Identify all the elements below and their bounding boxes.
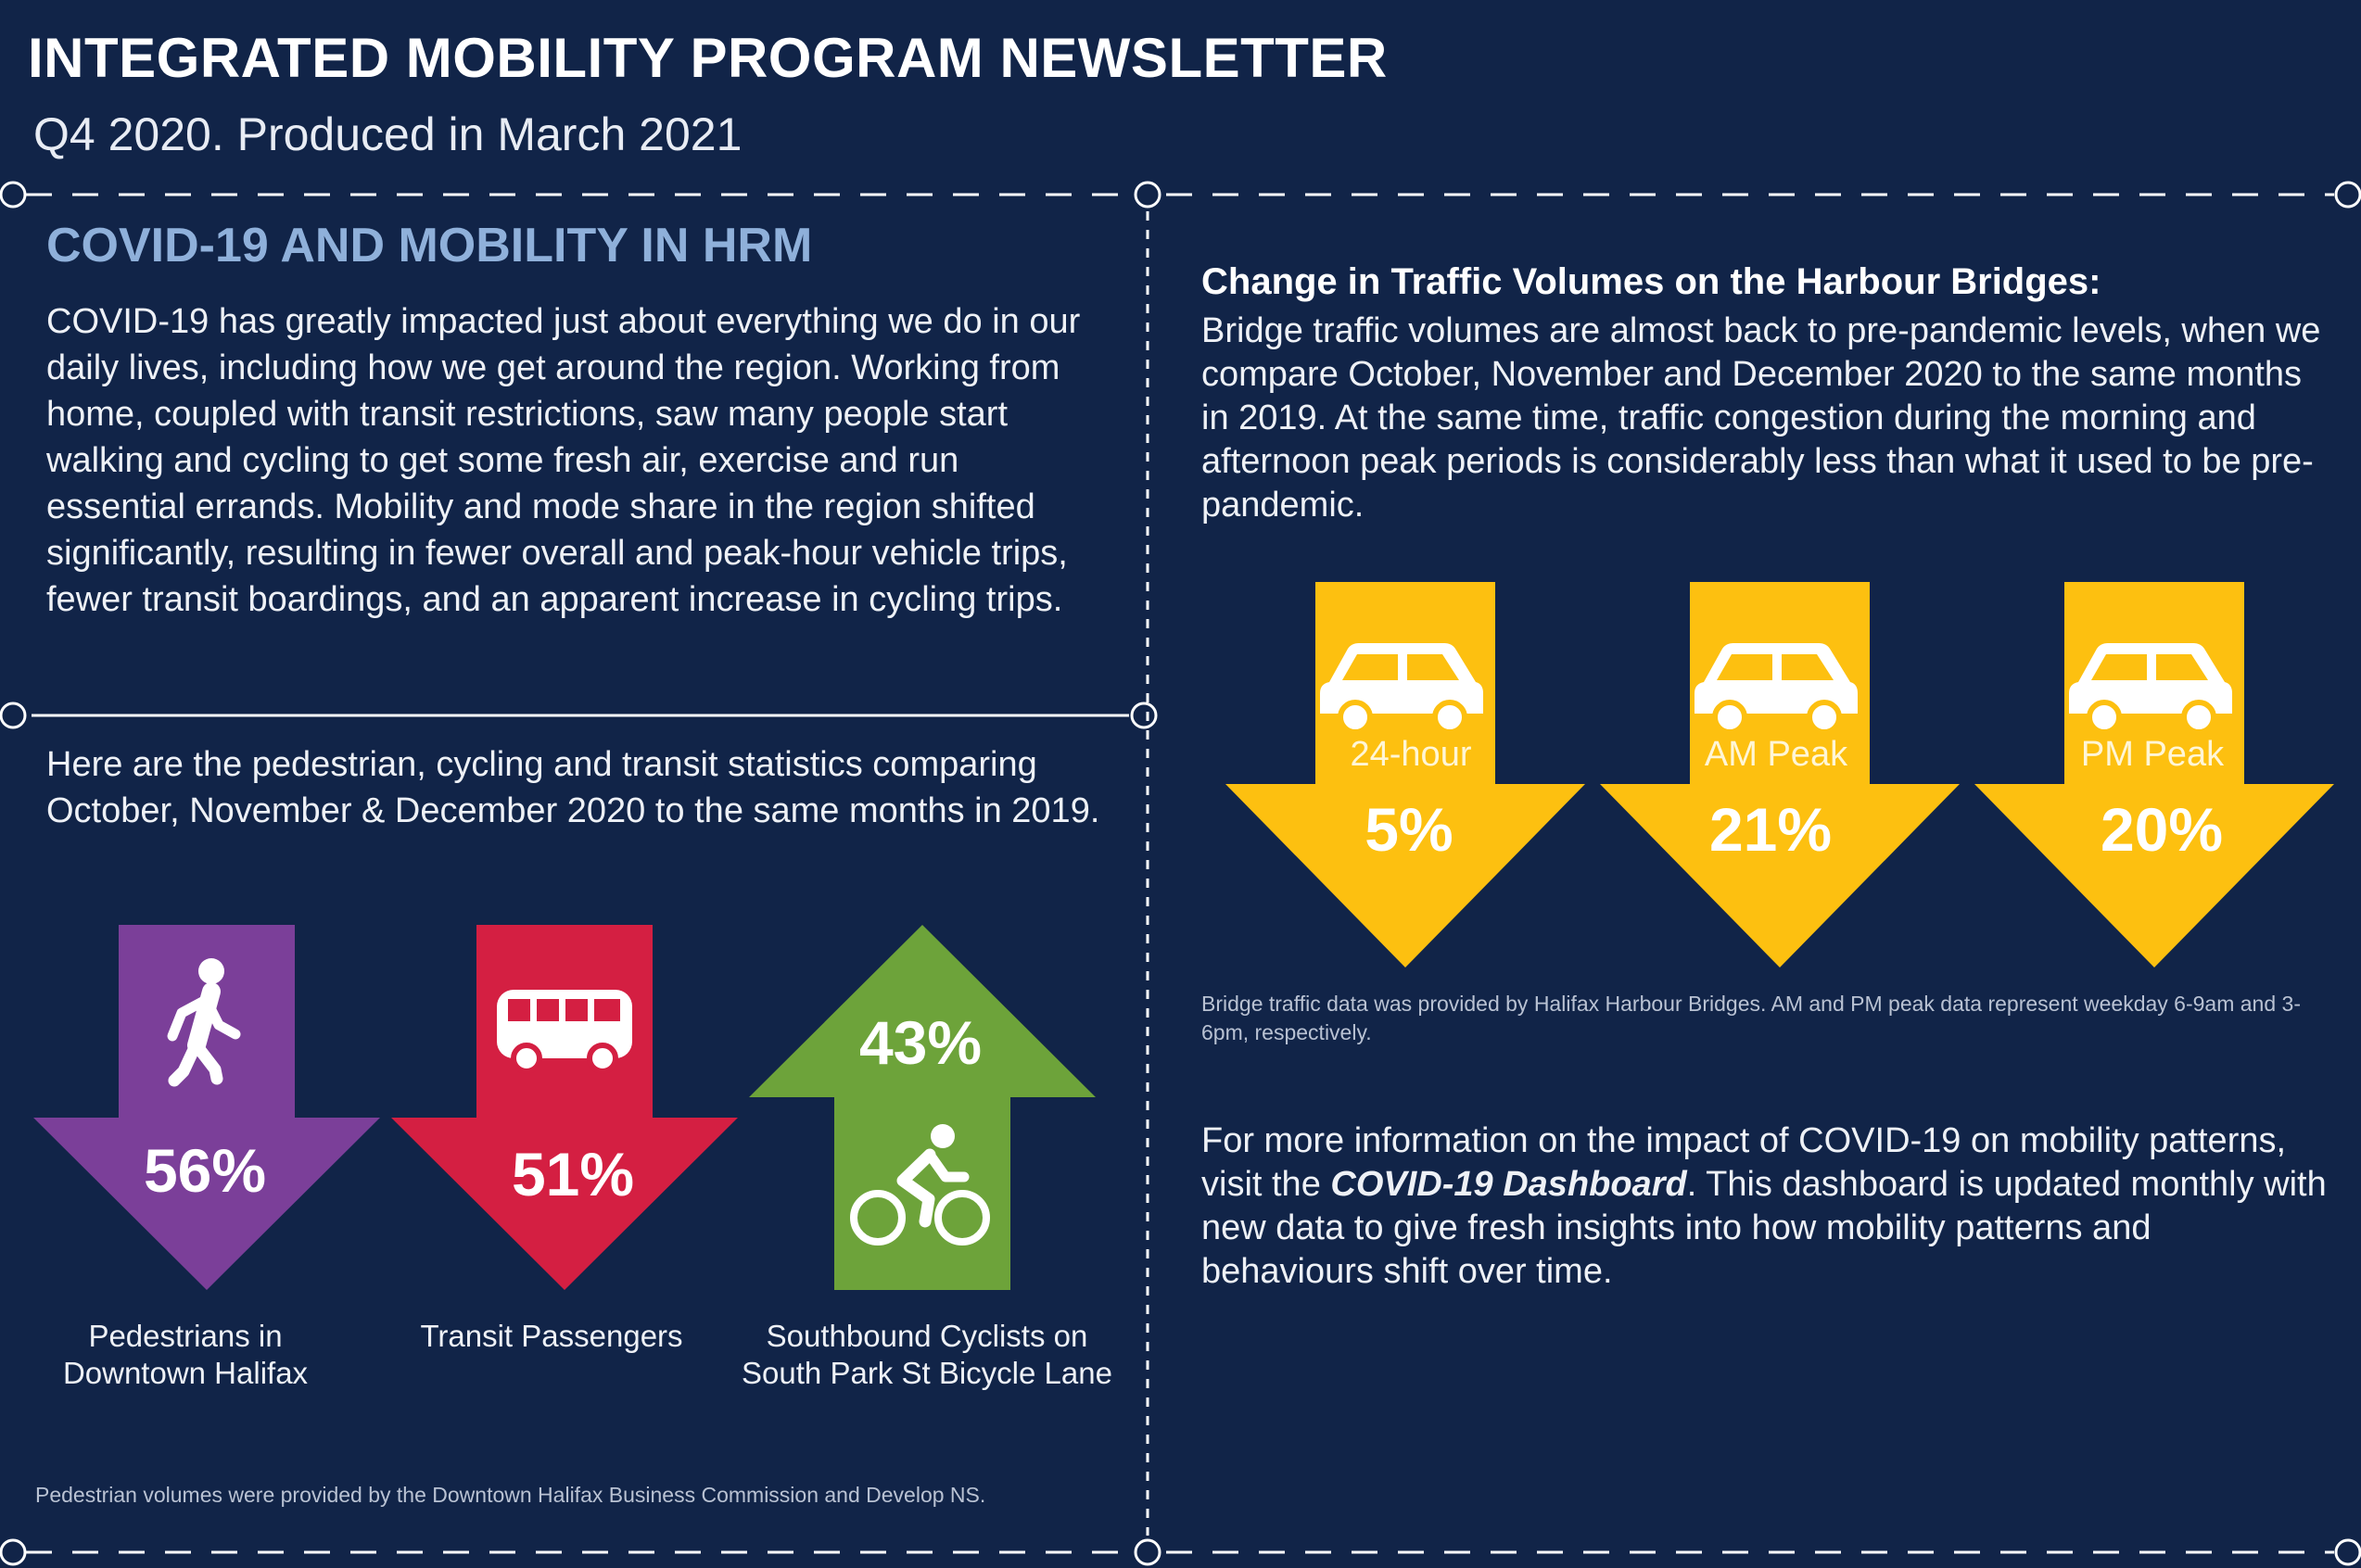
more-info-after: . This dashboard is updated monthly with… [1201,1165,2327,1291]
covid-heading: COVID-19 AND MOBILITY IN HRM [46,219,813,272]
cyclist-stat-value: 43% [859,1008,982,1077]
newsletter-title: INTEGRATED MOBILITY PROGRAM NEWSLETTER [28,27,1388,89]
transit-stat-arrow: 51% [391,925,738,1290]
cyclist-stat-label: Southbound Cyclists on South Park St Bic… [742,1319,1112,1390]
bridge-pm-peak-value: 20% [2101,795,2223,864]
car-icon [1320,643,1483,735]
car-icon [2069,643,2232,735]
bridge-body-text: Bridge traffic volumes are almost back t… [1201,311,2321,525]
covid-body-text: COVID-19 has greatly impacted just about… [46,302,1081,619]
bridge-am-peak-arrow: AM Peak 21% [1600,582,1960,967]
bridge-am-peak-period: AM Peak [1705,735,1848,774]
pedestrian-icon [167,958,241,1087]
bridge-pm-peak-arrow: PM Peak 20% [1974,582,2334,967]
bridge-24hour-value: 5% [1365,795,1453,864]
pedestrian-data-note: Pedestrian volumes were provided by the … [35,1483,986,1507]
more-info-text: For more information on the impact of CO… [1201,1119,2332,1294]
bridge-pm-peak-period: PM Peak [2081,735,2225,774]
bus-icon [497,990,632,1074]
bridge-24hour-period: 24-hour [1351,735,1472,774]
bridge-heading: Change in Traffic Volumes on the Harbour… [1201,261,2101,302]
bridge-data-note: Bridge traffic data was provided by Hali… [1201,992,2301,1044]
pedestrian-stat-arrow: 56% [33,925,380,1290]
transit-stat-value: 51% [512,1140,634,1208]
pedestrian-stat-label: Pedestrians in Downtown Halifax [62,1319,309,1390]
cyclist-stat-arrow: 43% [749,925,1096,1290]
car-icon [1695,643,1858,735]
bridge-am-peak-value: 21% [1709,795,1832,864]
bridge-24hour-arrow: 24-hour 5% [1225,582,1585,967]
more-info-before: For more information on the impact of CO… [1201,1121,2287,1204]
cyclist-icon [850,1124,990,1246]
transit-stat-label: Transit Passengers [420,1319,683,1353]
covid-dashboard-link[interactable]: COVID-19 Dashboard [1330,1165,1687,1204]
newsletter-subtitle: Q4 2020. Produced in March 2021 [33,108,743,160]
pedestrian-stat-value: 56% [144,1136,266,1205]
stats-intro-text: Here are the pedestrian, cycling and tra… [46,745,1100,830]
